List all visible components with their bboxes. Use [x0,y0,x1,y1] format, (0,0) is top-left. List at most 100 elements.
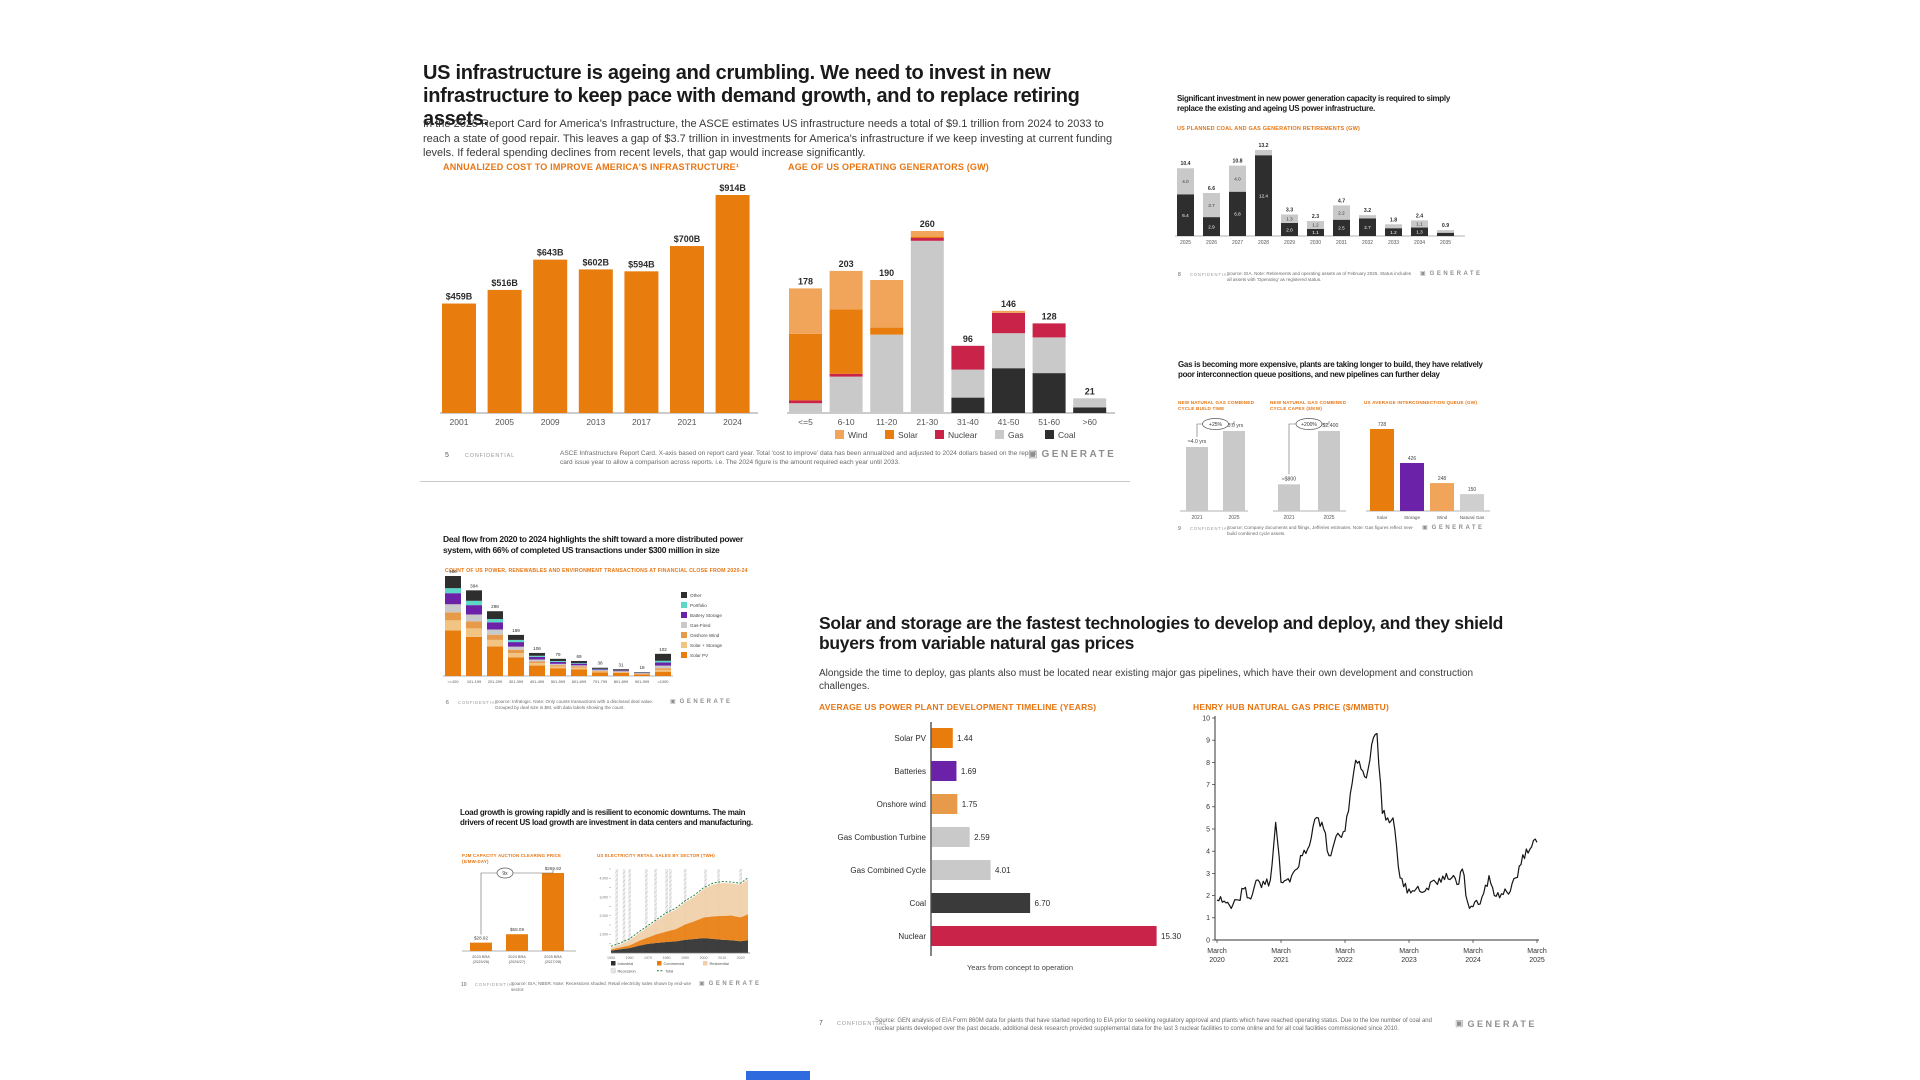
svg-text:31-40: 31-40 [957,417,979,427]
slide3-confidential-label: CONFIDENTIAL [1190,526,1231,531]
retirements-chart: 10.4 4.0 6.4 2025 6.6 3.7 2.9 2026 10.8 4.0 6.8 202… [1175,143,1465,246]
slide6-title: Solar and storage are the fastest techno… [819,613,1504,654]
svg-text:+200%: +200% [1301,422,1317,428]
slide5-confidential-label: CONFIDENTIAL [475,982,516,987]
svg-text:13.2: 13.2 [1258,143,1268,149]
svg-text:4.7: 4.7 [1338,198,1345,204]
svg-text:2.59: 2.59 [974,833,990,842]
svg-text:4.0: 4.0 [1182,179,1189,184]
svg-text:2021: 2021 [1283,515,1294,521]
svg-text:Industrial: Industrial [618,961,634,966]
svg-text:2029: 2029 [1284,240,1295,246]
slide3-title: Gas is becoming more expensive, plants a… [1178,360,1483,380]
svg-text:Portfolio: Portfolio [690,603,707,608]
generate-logo-icon: ▣ [1455,1018,1464,1028]
svg-text:38: 38 [597,661,603,666]
svg-text:Battery Storage: Battery Storage [690,613,722,618]
svg-text:1.1: 1.1 [1312,230,1319,235]
svg-text:248: 248 [1438,476,1447,482]
svg-text:12.4: 12.4 [1259,193,1268,198]
svg-text:41-50: 41-50 [998,417,1020,427]
svg-text:Gas Combined Cycle: Gas Combined Cycle [850,866,926,875]
svg-text:3.2: 3.2 [1364,208,1371,214]
svg-text:2024: 2024 [723,417,742,427]
svg-text:101-199: 101-199 [467,679,481,684]
svg-text:0: 0 [1206,937,1210,944]
svg-text:March: March [1463,948,1483,955]
svg-text:Natural Gas: Natural Gas [1460,515,1485,520]
svg-text:728: 728 [1378,422,1387,428]
slide2-page-number: 8 [1178,272,1181,278]
svg-text:2031: 2031 [1336,240,1347,246]
svg-text:31: 31 [618,662,624,667]
svg-text:1.44: 1.44 [957,734,973,743]
svg-text:150: 150 [1468,487,1477,493]
retirements-chart-title: US PLANNED COAL AND GAS GENERATION RETIR… [1177,126,1361,132]
svg-text:2025: 2025 [1228,515,1239,521]
svg-text:Recession: Recession [618,969,636,974]
svg-text:$516B: $516B [491,278,518,288]
slide1-title: US infrastructure is ageing and crumblin… [423,62,1080,131]
generate-logo: ▣ GENERATE [1455,1018,1537,1029]
gas-mini-charts: ≈4.0 yrs ≈5.0 yrs 2021 2025 +25% ≈$800 ≈$2,400… [1180,418,1490,521]
svg-text:801-899: 801-899 [614,679,628,684]
svg-text:March: March [1335,948,1355,955]
svg-text:2.2: 2.2 [1338,210,1345,215]
svg-text:Total: Total [665,969,673,974]
slide1-footnote: ASCE Infrastructure Report Card. X-axis … [560,450,1037,466]
svg-text:146: 146 [1001,299,1016,309]
slide-generation-retirements: Significant investment in new power gene… [1172,88,1492,288]
svg-text:Nuclear: Nuclear [898,932,926,941]
svg-text:March: March [1207,948,1227,955]
slide3-page-number: 9 [1178,526,1181,532]
pjm-chart-title: PJM CAPACITY AUCTION CLEARING PRICE ($/M… [462,853,562,864]
svg-text:79: 79 [555,652,561,657]
svg-text:<=5: <=5 [798,417,813,427]
svg-text:Commercial: Commercial [664,961,685,966]
svg-text:18: 18 [639,665,645,670]
slide-solar-storage-fastest: Solar and storage are the fastest techno… [815,610,1550,1070]
svg-text:4.0: 4.0 [1234,176,1241,181]
slide4-confidential-label: CONFIDENTIAL [458,700,499,705]
svg-text:2001: 2001 [450,417,469,427]
deal-flow-chart: 460 <=100 394 101-199 298 201-299 189 301-399 10… [443,569,722,684]
svg-text:301-399: 301-399 [509,679,523,684]
slide2-footnote: Source: EIA. Note: Retirements and opera… [1227,271,1412,283]
svg-text:102: 102 [659,647,667,652]
svg-text:2013: 2013 [586,417,605,427]
svg-text:189: 189 [512,628,520,633]
svg-text:2000: 2000 [700,956,708,960]
svg-text:201-299: 201-299 [488,679,502,684]
svg-text:March: March [1527,948,1547,955]
svg-text:1.3: 1.3 [1286,217,1293,222]
svg-text:Solar: Solar [1377,515,1388,520]
svg-text:128: 128 [1042,311,1057,321]
svg-text:(2025/26): (2025/26) [473,959,490,964]
svg-text:21: 21 [1085,386,1095,396]
svg-text:2023 BRA: 2023 BRA [472,954,490,959]
svg-text:2020: 2020 [737,956,745,960]
annualized-cost-chart: $459B 2001 $516B 2005 $643B 2009 $602B 2013 $594… [440,183,758,427]
svg-text:Gas-Fired: Gas-Fired [690,623,711,628]
generate-logo: ▣ GENERATE [1420,270,1483,278]
svg-text:2021: 2021 [1191,515,1202,521]
svg-text:Wind: Wind [1437,515,1448,520]
svg-text:8: 8 [1206,760,1210,767]
generate-logo-icon: ▣ [699,981,705,987]
slide5-page-number: 10 [461,982,467,988]
svg-text:11-20: 11-20 [876,417,897,427]
svg-text:Solar PV: Solar PV [894,734,926,743]
svg-text:Nuclear: Nuclear [948,430,977,440]
svg-text:2034: 2034 [1414,240,1425,246]
svg-text:2033: 2033 [1388,240,1399,246]
svg-text:394: 394 [470,583,478,588]
svg-text:2005: 2005 [495,417,514,427]
svg-text:2.5: 2.5 [1338,226,1345,231]
svg-text:298: 298 [491,604,499,609]
svg-text:Gas: Gas [1008,430,1024,440]
svg-text:203: 203 [839,259,854,269]
svg-text:2.9: 2.9 [1208,224,1215,229]
svg-text:2035: 2035 [1440,240,1451,246]
svg-text:6.6: 6.6 [1208,186,1215,192]
